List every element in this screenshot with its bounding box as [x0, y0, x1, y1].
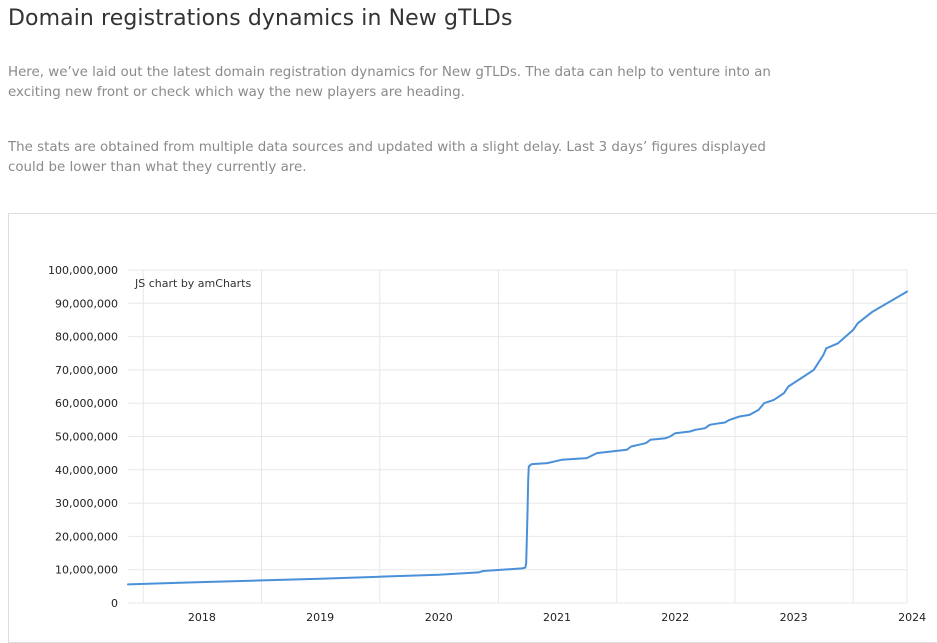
x-tick-label: 2018: [188, 611, 216, 624]
y-tick-label: 80,000,000: [55, 331, 118, 344]
intro-paragraph-1: Here, we’ve laid out the latest domain r…: [8, 65, 771, 100]
chart-grid: [128, 269, 908, 604]
y-tick-label: 20,000,000: [55, 530, 118, 543]
y-tick-label: 70,000,000: [55, 364, 118, 377]
y-tick-label: 50,000,000: [55, 431, 118, 444]
page-title: Domain registrations dynamics in New gTL…: [8, 6, 513, 31]
y-tick-label: 30,000,000: [55, 497, 118, 510]
series-line: [127, 290, 908, 586]
x-tick-label: 2020: [425, 611, 453, 624]
x-tick-label: 2022: [661, 611, 689, 624]
y-tick-label: 0: [111, 597, 118, 610]
x-axis: 2018 2019 2020 2021 2022 2023 2024: [188, 611, 926, 624]
x-tick-label: 2023: [780, 611, 808, 624]
x-tick-label: 2021: [543, 611, 571, 624]
y-tick-label: 40,000,000: [55, 464, 118, 477]
y-tick-label: 100,000,000: [48, 264, 118, 277]
chart-credit[interactable]: JS chart by amCharts: [134, 277, 251, 290]
y-tick-label: 90,000,000: [55, 297, 118, 310]
x-tick-label: 2019: [306, 611, 334, 624]
y-axis: 0 10,000,000 20,000,000 30,000,000 40,000,00…: [48, 264, 118, 610]
y-tick-label: 10,000,000: [55, 564, 118, 577]
intro-paragraph-2: The stats are obtained from multiple dat…: [8, 140, 766, 175]
y-tick-label: 60,000,000: [55, 397, 118, 410]
x-tick-label: 2024: [898, 611, 926, 624]
series-layer: [127, 290, 908, 586]
